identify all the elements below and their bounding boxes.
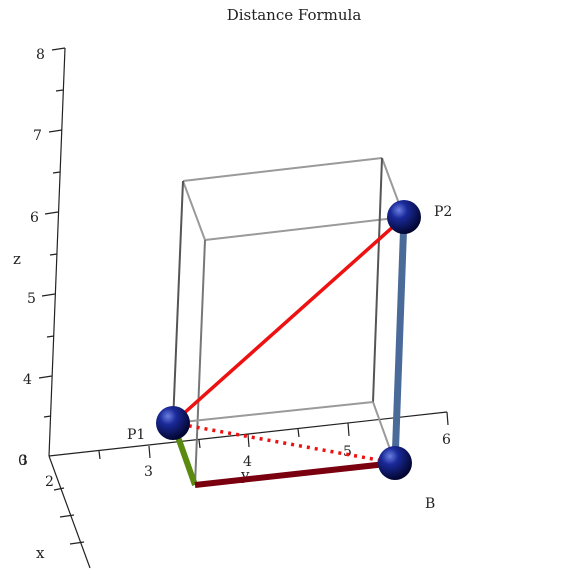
point-p1-label: P1 (127, 427, 145, 443)
y-tick-label-6: 6 (442, 432, 451, 448)
x-tick-2 (53, 487, 65, 491)
z-tick-4 (38, 375, 53, 379)
box-edge (172, 401, 374, 424)
y-tick-4 (247, 433, 250, 448)
point-p2-sphere (387, 200, 421, 234)
box-edge (204, 216, 405, 241)
y-tick-label-5: 5 (343, 444, 352, 460)
y-tick-3 (148, 445, 151, 459)
point-b-sphere (378, 446, 412, 480)
box-edge (194, 239, 206, 486)
z-tick-7 (48, 129, 63, 133)
x-axis (48, 455, 91, 569)
z-tick-label-8: 8 (36, 47, 45, 63)
z-axis-line (48, 47, 66, 457)
box-edge (372, 157, 383, 403)
box-edge (172, 180, 184, 424)
z-tick-label-4: 4 (23, 372, 32, 388)
z-tick-label-3: 3 (19, 453, 28, 469)
point-b-label: B (425, 496, 435, 512)
y-axis (48, 411, 449, 460)
z-tick-6 (44, 211, 59, 215)
z-tick-8 (51, 47, 66, 51)
bounding-box (172, 157, 405, 486)
box-edge (182, 157, 383, 182)
z-axis-label: z (13, 250, 21, 268)
point-p2-label: P2 (434, 204, 452, 220)
y-tick-label-4: 4 (243, 454, 252, 470)
y-axis-label: y (240, 466, 250, 484)
chart-title: Distance Formula (227, 6, 362, 24)
z-tick-label-7: 7 (33, 128, 42, 144)
z-tick-label-5: 5 (27, 291, 36, 307)
x-tick-label-2: 2 (45, 474, 54, 490)
origin-label: 0 (18, 453, 27, 469)
point-p1-sphere (156, 406, 190, 440)
segment-p2-b (391, 216, 408, 464)
z-tick-label-6: 6 (30, 210, 39, 226)
segment-y-leg (194, 460, 396, 488)
z-tick-5 (41, 293, 56, 297)
x-axis-line (48, 455, 91, 569)
y-tick-label-3: 3 (144, 464, 153, 480)
segment-p1-p2 (171, 215, 406, 425)
y-tick-5 (347, 422, 350, 437)
x-axis-label: x (36, 544, 45, 562)
y-tick-6 (446, 411, 449, 426)
z-axis (38, 47, 66, 457)
box-edge (182, 180, 206, 241)
segment-p1-b-dotted (172, 421, 396, 465)
